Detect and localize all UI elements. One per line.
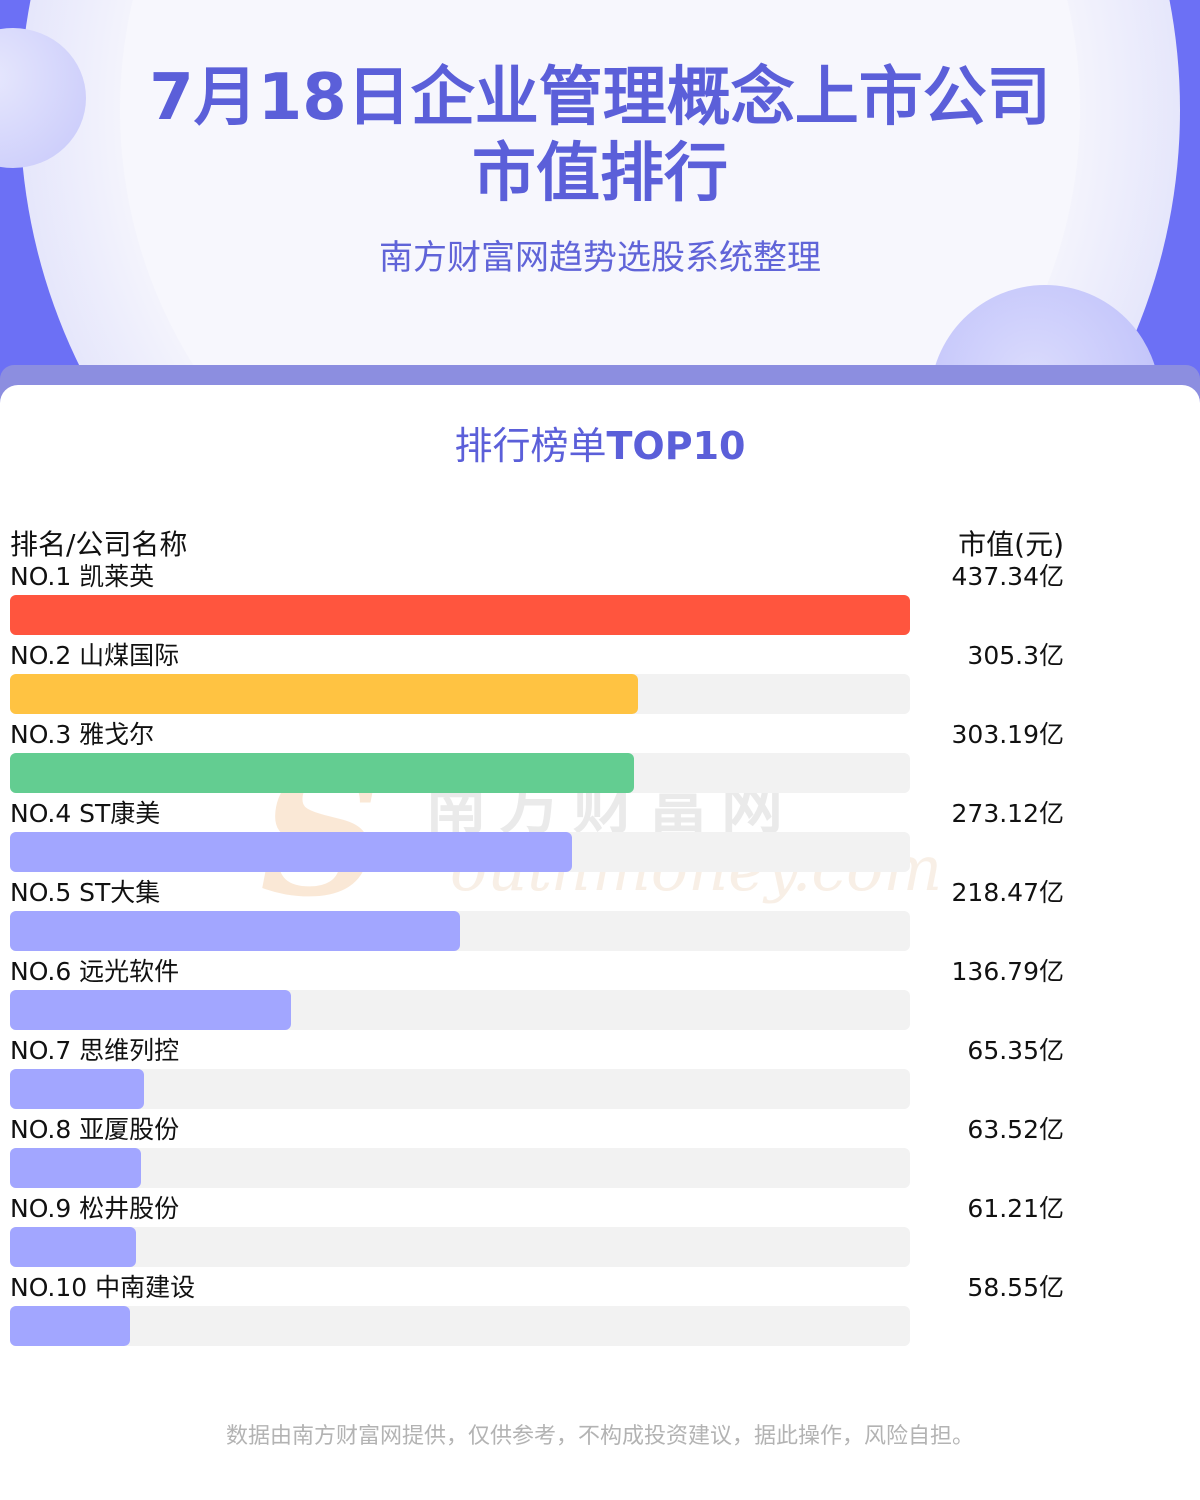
rank-number: NO.8: [10, 1115, 72, 1144]
company-name: 山煤国际: [79, 641, 180, 670]
bar: [10, 1148, 141, 1188]
bar-track: [10, 753, 910, 793]
ranking-row-label: NO.7 思维列控: [10, 1035, 179, 1067]
market-value-label: 136.79亿: [951, 957, 1064, 986]
market-value-label: 61.21亿: [967, 1194, 1064, 1223]
rank-number: NO.9: [10, 1194, 72, 1223]
bar: [10, 595, 910, 635]
column-header-value: 市值(元): [958, 528, 1064, 561]
company-name: 雅戈尔: [79, 720, 155, 749]
bar: [10, 674, 638, 714]
bar-track: [10, 911, 910, 951]
ranking-row-label: NO.9 松井股份: [10, 1193, 179, 1225]
company-name: 中南建设: [95, 1273, 196, 1302]
bar: [10, 990, 291, 1030]
page-title-line1: 7月18日企业管理概念上市公司: [149, 61, 1051, 135]
bar: [10, 911, 460, 951]
ranking-row: NO.1 凯莱英 437.34亿: [0, 561, 1200, 640]
company-name: 亚厦股份: [79, 1115, 180, 1144]
company-name: 凯莱英: [79, 562, 155, 591]
page-title-line2: 市值排行: [472, 137, 728, 211]
ranking-row-label: NO.8 亚厦股份: [10, 1114, 179, 1146]
market-value-label: 58.55亿: [967, 1273, 1064, 1302]
ranking-row: NO.4 ST康美 273.12亿: [0, 798, 1200, 877]
header-circle: [120, 0, 1080, 400]
bar: [10, 1227, 136, 1267]
ranking-row: NO.6 远光软件 136.79亿: [0, 956, 1200, 1035]
footer-disclaimer: 数据由南方财富网提供，仅供参考，不构成投资建议，据此操作，风险自担。: [225, 1424, 974, 1449]
bar-track: [10, 1148, 910, 1188]
bar-track: [10, 595, 910, 635]
bar-track: [10, 1069, 910, 1109]
bar: [10, 1306, 130, 1346]
bar-track: [10, 674, 910, 714]
rank-number: NO.6: [10, 957, 72, 986]
ranking-row: NO.8 亚厦股份 63.52亿: [0, 1114, 1200, 1193]
ranking-row: NO.10 中南建设 58.55亿: [0, 1272, 1200, 1351]
ranking-row: NO.9 松井股份 61.21亿: [0, 1193, 1200, 1272]
bar: [10, 832, 572, 872]
ranking-title-text: 排行榜单: [454, 424, 607, 468]
ranking-row: NO.3 雅戈尔 303.19亿: [0, 719, 1200, 798]
page-subtitle: 南方财富网趋势选股系统整理: [379, 238, 821, 278]
company-name: ST康美: [79, 799, 161, 828]
market-value-label: 273.12亿: [951, 799, 1064, 828]
market-value-label: 63.52亿: [967, 1115, 1064, 1144]
company-name: 远光软件: [79, 957, 180, 986]
company-name: 思维列控: [79, 1036, 180, 1065]
bar-track: [10, 1227, 910, 1267]
ranking-row-label: NO.1 凯莱英: [10, 561, 154, 593]
ranking-row: NO.5 ST大集 218.47亿: [0, 877, 1200, 956]
ranking-title: 排行榜单TOP10: [0, 415, 1200, 470]
bar: [10, 753, 634, 793]
rank-number: NO.2: [10, 641, 72, 670]
ranking-row-label: NO.3 雅戈尔: [10, 719, 154, 751]
page-title: 7月18日企业管理概念上市公司 市值排行: [0, 60, 1200, 212]
rank-number: NO.1: [10, 562, 72, 591]
ranking-row-label: NO.5 ST大集: [10, 877, 160, 909]
ranking-row: NO.7 思维列控 65.35亿: [0, 1035, 1200, 1114]
rank-number: NO.7: [10, 1036, 72, 1065]
bar: [10, 1069, 144, 1109]
rank-number: NO.5: [10, 878, 72, 907]
market-value-label: 303.19亿: [951, 720, 1064, 749]
ranking-row: NO.2 山煤国际 305.3亿: [0, 640, 1200, 719]
bar-track: [10, 990, 910, 1030]
bar-track: [10, 832, 910, 872]
ranking-row-label: NO.6 远光软件: [10, 956, 179, 988]
market-value-label: 305.3亿: [967, 641, 1064, 670]
ranking-row-label: NO.10 中南建设: [10, 1272, 195, 1304]
company-name: ST大集: [79, 878, 161, 907]
rank-number: NO.3: [10, 720, 72, 749]
ranking-row-label: NO.4 ST康美: [10, 798, 160, 830]
bar-track: [10, 1306, 910, 1346]
rank-number: NO.4: [10, 799, 72, 828]
column-header-rank: 排名/公司名称: [10, 528, 188, 561]
market-value-label: 218.47亿: [951, 878, 1064, 907]
ranking-row-label: NO.2 山煤国际: [10, 640, 179, 672]
market-value-label: 65.35亿: [967, 1036, 1064, 1065]
ranking-title-bold: TOP10: [606, 424, 746, 468]
market-value-label: 437.34亿: [951, 562, 1064, 591]
company-name: 松井股份: [79, 1194, 180, 1223]
rank-number: NO.10: [10, 1273, 88, 1302]
